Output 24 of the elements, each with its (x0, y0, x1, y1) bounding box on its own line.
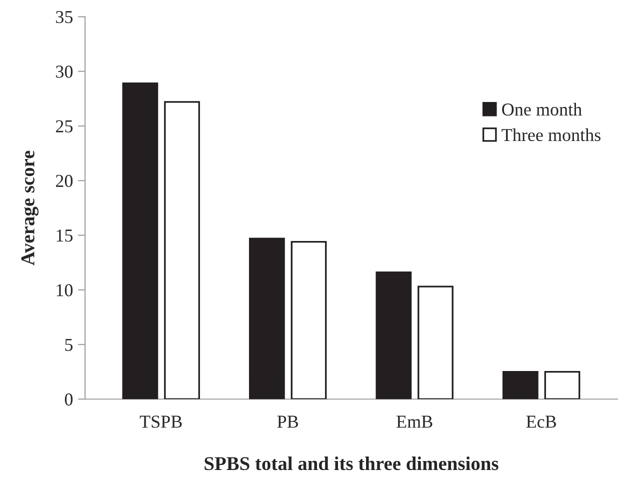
y-tick-label: 0 (64, 393, 73, 406)
bar (376, 272, 412, 400)
x-tick-label: TSPB (140, 416, 182, 428)
x-tick-label: PB (277, 416, 298, 428)
bar (290, 240, 327, 400)
bar (502, 370, 538, 400)
y-axis-title: Average score (21, 150, 39, 266)
x-tick-label: EcB (526, 416, 556, 428)
y-tick-label: 30 (56, 66, 73, 78)
legend-label: One month (502, 102, 582, 116)
y-tick-label: 5 (65, 338, 73, 351)
x-tick-label: EmB (396, 416, 432, 428)
y-tick-label: 15 (56, 230, 73, 242)
bar (164, 101, 200, 400)
y-tick-label: 20 (56, 174, 73, 188)
legend-label: Three months (502, 128, 600, 142)
y-tick-label: 25 (56, 120, 73, 132)
y-tick-label: 35 (56, 11, 73, 24)
bar (418, 286, 454, 400)
y-tick-label: 10 (56, 284, 73, 296)
x-axis-title: SPBS total and its three dimensions (204, 456, 498, 470)
bar (544, 370, 580, 400)
bar (122, 82, 158, 400)
bar (248, 238, 285, 400)
